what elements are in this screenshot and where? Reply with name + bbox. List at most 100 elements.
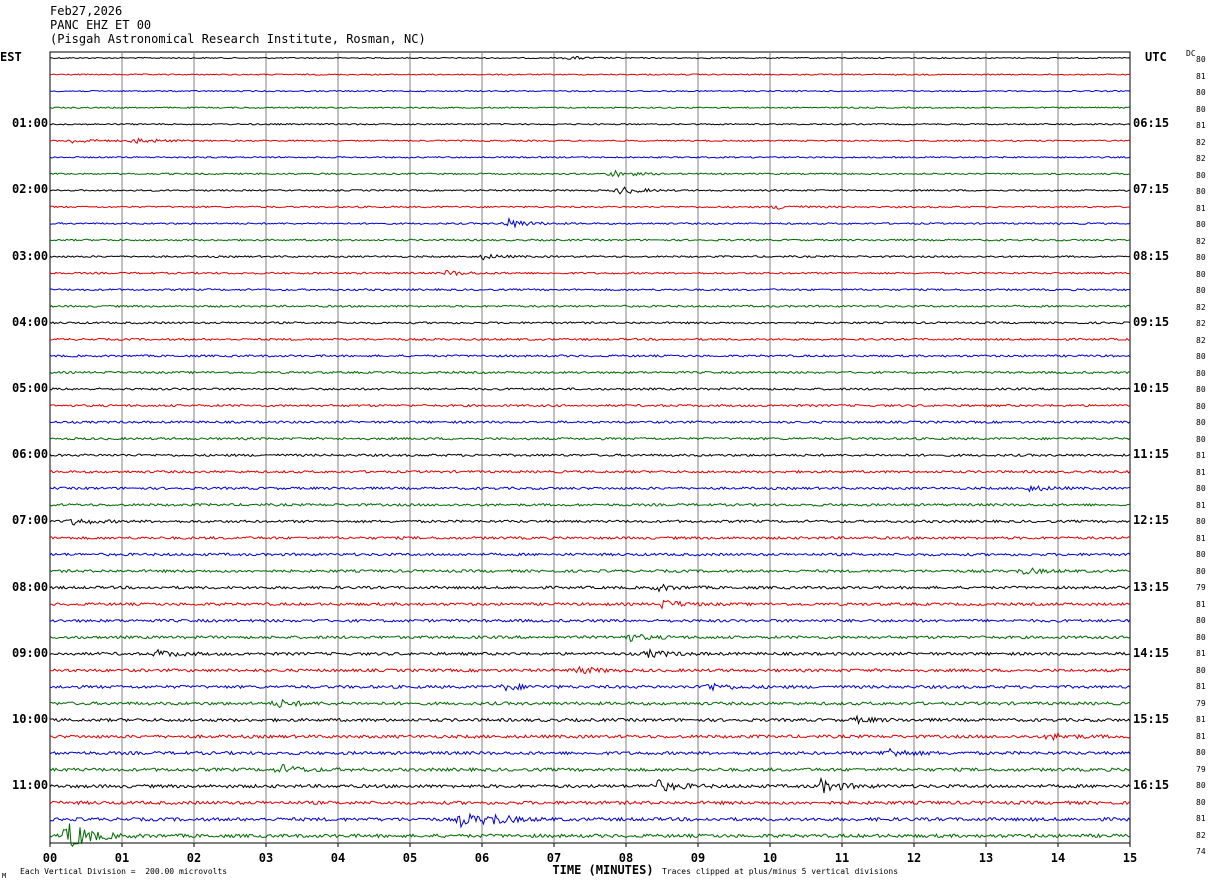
seismic-trace [49, 535, 1131, 540]
dc-offset-value: 80 [1196, 269, 1206, 279]
seismic-trace [49, 469, 1131, 474]
dc-offset-value: 79 [1196, 583, 1206, 592]
utc-hour-label: 14:15 [1133, 645, 1170, 660]
seismic-trace [49, 776, 1131, 794]
seismic-trace [49, 420, 1131, 425]
seismic-trace [49, 354, 1131, 358]
seismic-trace [49, 106, 1131, 109]
seismic-trace [49, 484, 1131, 493]
dc-offset-value: 80 [1196, 187, 1206, 196]
dc-offset-value: 82 [1196, 137, 1206, 147]
dc-offset-value: 82 [1196, 319, 1206, 328]
dc-offset-value: 81 [1196, 649, 1206, 658]
right-timezone-label: UTC [1145, 50, 1167, 64]
plot-border [49, 51, 1131, 844]
seismic-trace [49, 698, 1131, 709]
x-tick-label: 05 [403, 851, 417, 865]
dc-offset-value: 79 [1196, 764, 1206, 774]
plot-grid [49, 51, 1131, 844]
seismic-trace [49, 55, 1131, 60]
utc-hour-label: 10:15 [1133, 381, 1170, 395]
seismic-trace [49, 648, 1131, 658]
x-tick-label: 03 [259, 851, 273, 865]
x-tick-label: 04 [331, 851, 345, 865]
dc-offset-value: 82 [1196, 335, 1206, 345]
seismic-trace [49, 764, 1131, 774]
est-hour-label: 05:00 [12, 381, 49, 395]
seismic-trace [49, 633, 1131, 642]
seismic-trace [49, 155, 1131, 159]
dc-offset-value: 80 [1196, 797, 1206, 807]
left-timezone-label: EST [0, 50, 22, 64]
est-hour-label: 06:00 [12, 447, 49, 462]
dc-offset-value: 80 [1196, 286, 1206, 295]
x-tick-label: 15 [1123, 851, 1137, 865]
dc-offset-value: 80 [1196, 88, 1206, 97]
utc-hour-label: 11:15 [1133, 447, 1170, 462]
seismic-trace [49, 502, 1131, 507]
est-hour-label: 07:00 [12, 513, 49, 528]
record-date: Feb27,2026 [50, 4, 123, 18]
dc-offset-value: 80 [1196, 220, 1206, 229]
utc-hour-label: 08:15 [1133, 248, 1170, 263]
est-hour-label: 09:00 [12, 645, 49, 660]
x-tick-label: 12 [907, 851, 921, 865]
x-tick-label: 11 [835, 851, 849, 865]
seismic-trace [49, 618, 1131, 623]
seismic-trace [49, 731, 1131, 742]
utc-hour-label: 15:15 [1133, 712, 1170, 726]
dc-column-label: DC [1186, 49, 1196, 58]
dc-offset-value: 81 [1196, 682, 1206, 691]
dc-offset-value: 80 [1196, 385, 1206, 394]
seismic-trace [49, 436, 1131, 441]
seismic-trace [49, 747, 1131, 758]
seismic-trace [49, 337, 1131, 342]
est-hour-label: 10:00 [12, 712, 49, 726]
seismic-trace [49, 714, 1131, 726]
seismic-trace [50, 599, 1131, 610]
dc-offset-value: 81 [1196, 533, 1206, 543]
dc-offset-value: 74 [1196, 847, 1206, 856]
x-tick-label: 07 [547, 851, 561, 865]
dc-offset-value: 80 [1196, 434, 1206, 444]
seismic-trace [50, 89, 1131, 93]
x-tick-label: 06 [475, 851, 489, 865]
seismic-trace [49, 682, 1131, 693]
seismic-trace [49, 269, 1131, 277]
x-tick-label: 09 [691, 851, 705, 865]
dc-offset-value: 81 [1196, 599, 1206, 609]
seismic-trace [49, 812, 1131, 829]
dc-offset-value: 80 [1196, 104, 1206, 114]
utc-hour-label: 16:15 [1133, 778, 1170, 793]
seismic-trace [49, 186, 1131, 195]
dc-offset-value: 81 [1196, 467, 1206, 477]
x-tick-labels: 00 01 02 03 04 05 06 07 08 09 10 11 12 13 14 15 [43, 843, 1137, 865]
dc-offset-value: 80 [1196, 616, 1206, 625]
institute-name: (Pisgah Astronomical Research Institute,… [50, 32, 426, 46]
x-tick-label: 13 [979, 851, 993, 865]
dc-offset-value: 82 [1196, 302, 1206, 312]
utc-hour-label: 07:15 [1133, 182, 1170, 197]
utc-hour-label: 09:15 [1133, 314, 1170, 329]
seismic-trace [49, 518, 1131, 526]
dc-offset-value: 81 [1196, 203, 1206, 213]
seismic-trace [49, 387, 1131, 391]
dc-offset-value: 80 [1196, 665, 1206, 675]
seismic-trace [49, 321, 1131, 325]
x-tick-label: 00 [43, 851, 57, 865]
seismic-trace [49, 800, 1131, 806]
seismic-trace [49, 304, 1131, 308]
dc-offset-value: 81 [1196, 121, 1206, 130]
station-code: PANC EHZ ET 00 [50, 18, 152, 32]
dc-offset-value: 82 [1196, 236, 1206, 246]
seismic-trace [49, 370, 1131, 375]
dc-offset-value: 81 [1196, 500, 1206, 510]
dc-offset-value: 80 [1196, 748, 1206, 757]
seismic-trace [49, 137, 1131, 145]
utc-hour-label: 13:15 [1133, 579, 1170, 594]
est-hour-label: 08:00 [12, 579, 49, 594]
seismic-trace [49, 552, 1131, 557]
dc-offset-value: 82 [1196, 830, 1206, 840]
dc-offset-value: 80 [1196, 352, 1206, 361]
seismic-trace [49, 73, 1131, 76]
